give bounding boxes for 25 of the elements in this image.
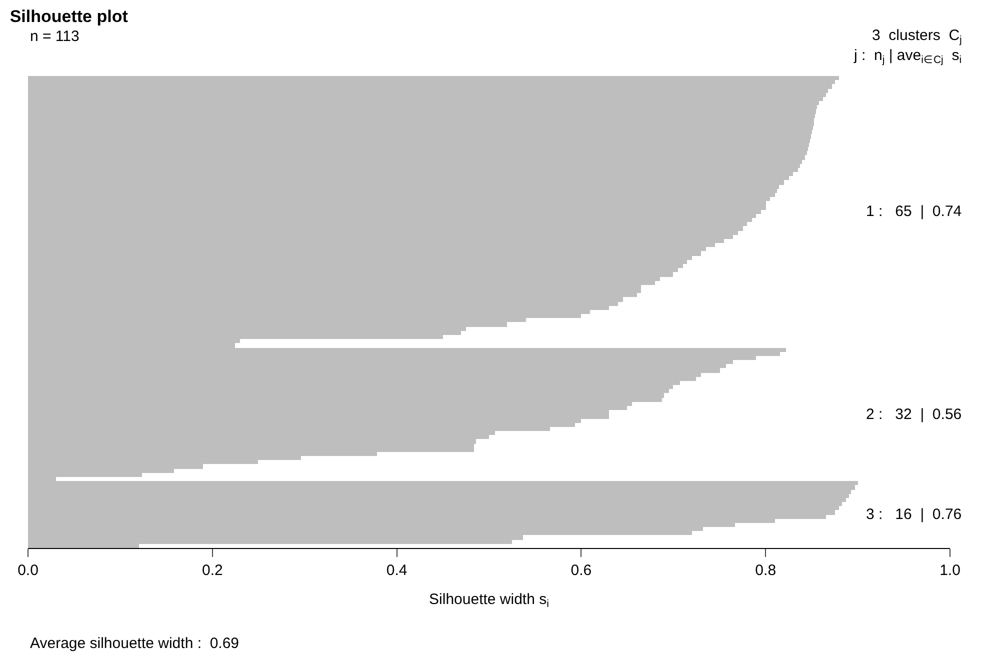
- annotation: 1 : 65 | 0.74: [866, 203, 962, 220]
- text: 3 clusters C$_{j}$: [872, 27, 962, 46]
- text: Average silhouette width : 0.69: [30, 635, 240, 652]
- x-tick-label: 1.0: [940, 562, 960, 579]
- bar: [28, 510, 835, 515]
- bar: [28, 134, 811, 139]
- bar: [28, 109, 816, 114]
- text: j : n$_{j}$ | ave$_{i∈Cj}$ s$_{i}$: [853, 47, 962, 66]
- x-tick-label: 0.0: [18, 562, 38, 579]
- bar: [28, 226, 743, 231]
- x-tick-label: 0.2: [202, 562, 223, 579]
- chart-title: Silhouette plot: [10, 6, 128, 26]
- bar: [28, 155, 805, 160]
- annotation: 2 : 32 | 0.56: [866, 406, 962, 423]
- bar: [28, 205, 766, 210]
- bar: [28, 76, 839, 80]
- x-tick-label: 0.6: [570, 562, 592, 579]
- x-axis-title: Silhouette width s$_{i}$: [429, 591, 549, 610]
- x-tick-label: 0.4: [386, 562, 408, 579]
- bar: [28, 485, 855, 490]
- bar: [28, 84, 832, 89]
- text: n = 113: [30, 28, 80, 45]
- annotation: 3 : 16 | 0.76: [866, 506, 962, 523]
- bar: [28, 414, 609, 419]
- x-tick-label: 0.8: [755, 562, 776, 579]
